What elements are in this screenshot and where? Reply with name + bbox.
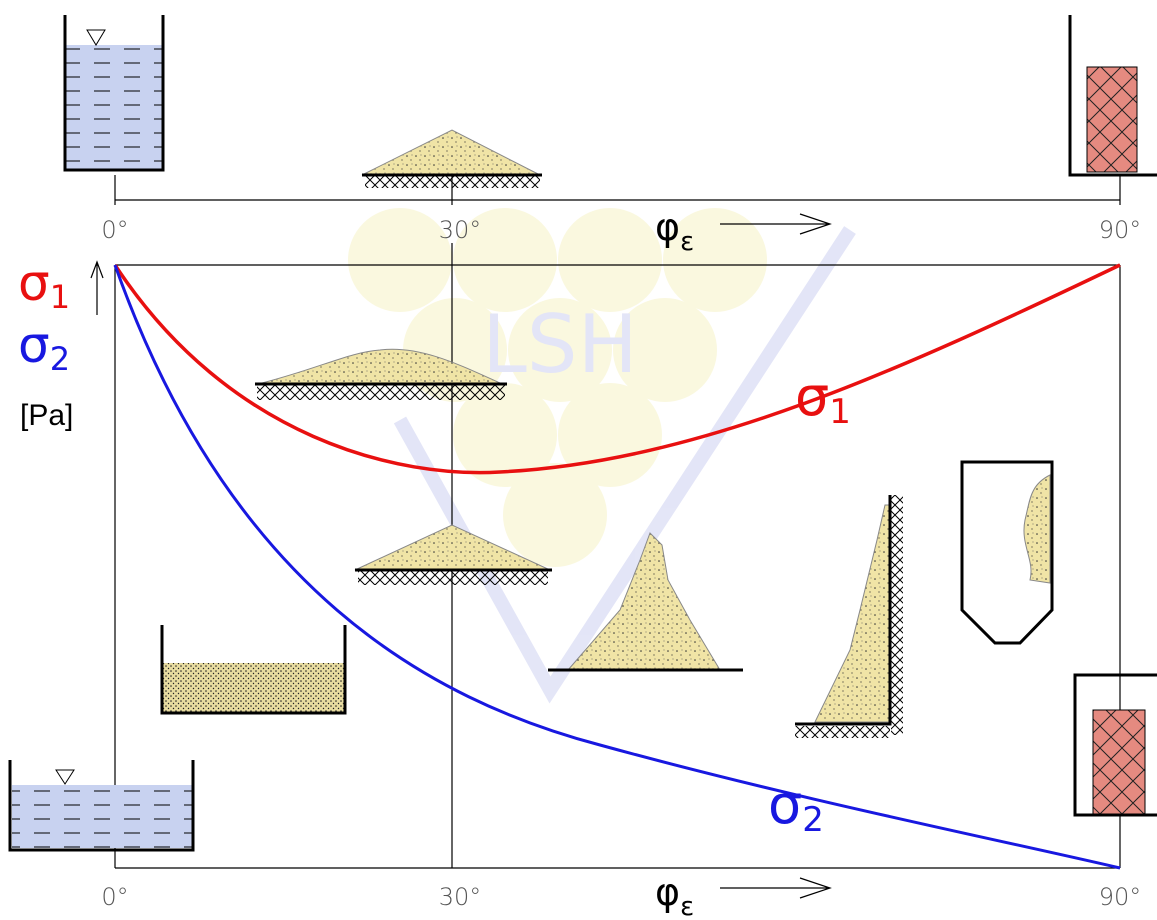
tick-label: 30° bbox=[439, 883, 482, 911]
subscript: ε bbox=[680, 227, 694, 257]
subscript: 2 bbox=[50, 340, 70, 378]
symbol: σ bbox=[795, 365, 829, 428]
symbol: σ bbox=[18, 254, 50, 312]
subscript: 1 bbox=[829, 392, 851, 432]
tick-label: 30° bbox=[439, 216, 482, 244]
watermark-text: LSH bbox=[482, 298, 638, 391]
arrow bbox=[720, 878, 830, 898]
diagram: LSH 0° 30° 90° φε 0° 30° 90° φε σ1 σ2 [P… bbox=[0, 0, 1157, 920]
tick-label: 0° bbox=[101, 883, 128, 911]
curve-label: σ2 bbox=[768, 773, 824, 840]
ground bbox=[358, 571, 548, 585]
y-label: σ1 bbox=[18, 254, 70, 316]
pile bbox=[362, 130, 540, 175]
solid-block bbox=[1087, 67, 1137, 172]
unit: [Pa] bbox=[20, 399, 73, 432]
axis-label: φε bbox=[655, 870, 694, 920]
subscript: 1 bbox=[50, 278, 70, 316]
subscript: ε bbox=[680, 892, 694, 920]
y-label: σ2 bbox=[18, 316, 70, 378]
ground bbox=[365, 176, 540, 188]
tick-label: 0° bbox=[101, 216, 128, 244]
symbol: φ bbox=[655, 205, 680, 249]
tick-label: 90° bbox=[1099, 883, 1142, 911]
arrow bbox=[91, 262, 103, 315]
ground bbox=[795, 726, 890, 738]
symbol: φ bbox=[655, 870, 680, 914]
tick-label: 90° bbox=[1099, 216, 1142, 244]
water-level bbox=[56, 770, 74, 784]
wall bbox=[891, 495, 903, 735]
curve-label: σ1 bbox=[795, 365, 851, 432]
water bbox=[65, 45, 163, 170]
watermark: LSH bbox=[348, 208, 850, 690]
water-level bbox=[87, 30, 105, 45]
ground bbox=[257, 385, 505, 400]
symbol: σ bbox=[768, 773, 802, 836]
water bbox=[12, 785, 192, 848]
pile bbox=[815, 505, 890, 722]
pile bbox=[1024, 475, 1050, 583]
sand bbox=[162, 663, 345, 713]
pile bbox=[568, 533, 720, 670]
solid-block bbox=[1093, 710, 1145, 815]
subscript: 2 bbox=[802, 800, 824, 840]
symbol: σ bbox=[18, 316, 50, 374]
